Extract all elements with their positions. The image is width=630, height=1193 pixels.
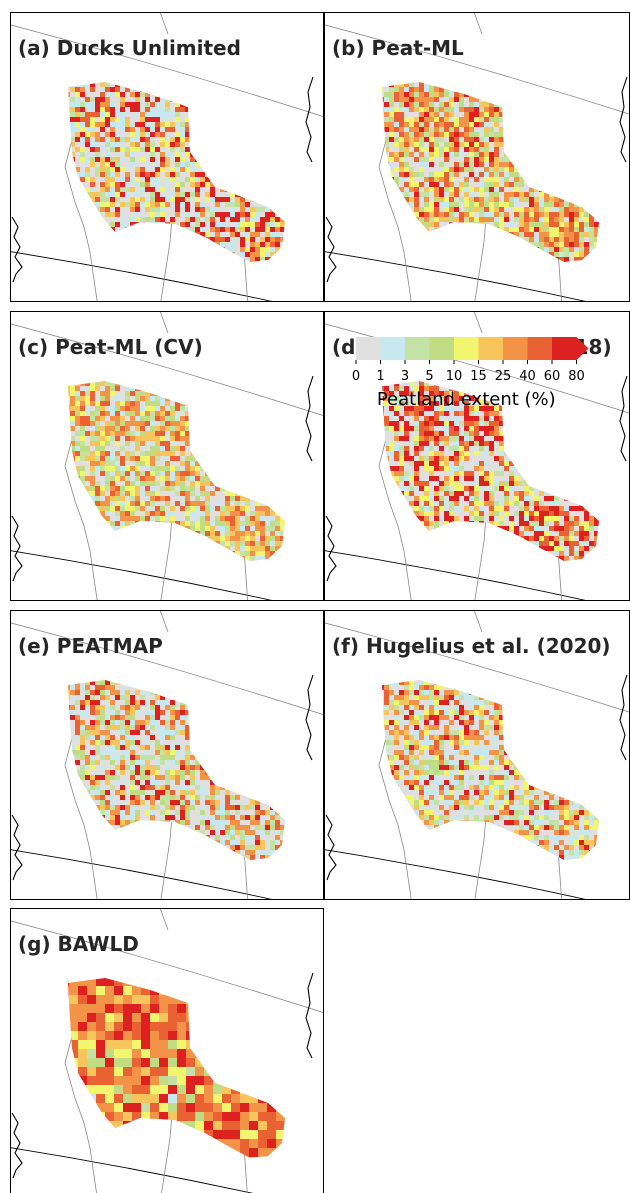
colorbar-bin-2 — [405, 337, 430, 360]
map-panel-f: (f) Hugelius et al. (2020) — [324, 610, 630, 900]
colorbar-tick-label: 60 — [544, 369, 561, 384]
map-panel-b: (b) Peat-ML — [324, 12, 630, 302]
panel-title-e: (e) PEATMAP — [18, 634, 163, 658]
colorbar-tick-label: 5 — [425, 369, 433, 384]
colorbar-tick-label: 25 — [495, 369, 512, 384]
colorbar-bin-4 — [454, 337, 479, 360]
colorbar-tick-label: 80 — [568, 369, 585, 384]
panel-title-b: (b) Peat-ML — [332, 36, 464, 60]
colorbar-tick-label: 3 — [401, 369, 409, 384]
colorbar-bin-3 — [429, 337, 454, 360]
colorbar-tick-label: 15 — [470, 369, 487, 384]
panel-title-f: (f) Hugelius et al. (2020) — [332, 634, 611, 658]
map-panel-a: (a) Ducks Unlimited — [10, 12, 324, 302]
panel-title-c: (c) Peat-ML (CV) — [18, 335, 203, 359]
colorbar-tick-label: 0 — [352, 369, 360, 384]
colorbar-label: Peatland extent (%) — [377, 389, 556, 410]
colorbar-extend-arrow — [576, 337, 589, 360]
panel-title-a: (a) Ducks Unlimited — [18, 36, 241, 60]
colorbar: 0 1 3 5 10 15 25 40 60 80 Peatland extent (%) — [352, 337, 589, 410]
colorbar-tick-label: 1 — [376, 369, 384, 384]
map-panel-g: (g) BAWLD — [10, 908, 324, 1193]
colorbar-bin-5 — [478, 337, 503, 360]
colorbar-tick-label: 10 — [446, 369, 463, 384]
colorbar-bin-0 — [356, 337, 381, 360]
colorbar-bin-1 — [380, 337, 405, 360]
panel-title-g: (g) BAWLD — [18, 932, 139, 956]
colorbar-bin-6 — [503, 337, 528, 360]
map-panel-c: (c) Peat-ML (CV) — [10, 311, 324, 601]
colorbar-tick-label: 40 — [519, 369, 536, 384]
colorbar-bin-8 — [552, 337, 577, 360]
colorbar-bin-7 — [527, 337, 552, 360]
map-panel-e: (e) PEATMAP — [10, 610, 324, 900]
